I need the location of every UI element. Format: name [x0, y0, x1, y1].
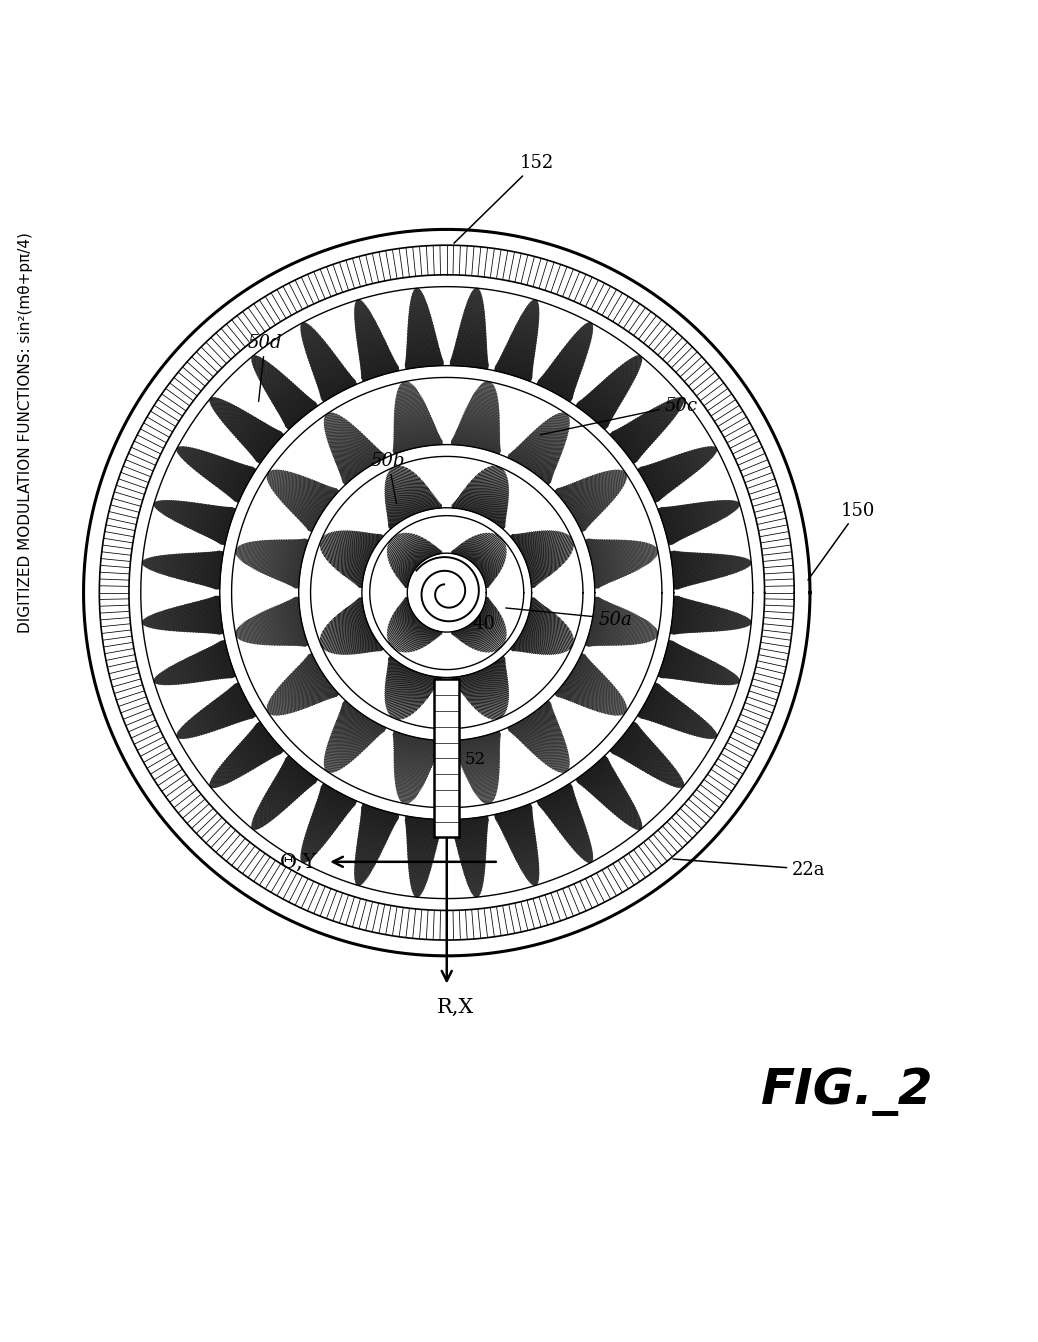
Text: 50d: 50d: [248, 334, 282, 403]
Text: 52: 52: [464, 750, 485, 768]
Text: FIG._2: FIG._2: [760, 1067, 932, 1115]
Text: 22a: 22a: [673, 859, 825, 879]
Text: R,X: R,X: [436, 997, 473, 1016]
Text: 50b: 50b: [371, 451, 405, 505]
Bar: [434, 680, 459, 837]
Text: DIGITIZED MODULATION FUNCTIONS: sin²(mθ+pπ/4): DIGITIZED MODULATION FUNCTIONS: sin²(mθ+…: [19, 232, 33, 632]
Text: 50a: 50a: [506, 608, 632, 628]
Text: 40: 40: [472, 615, 495, 633]
Text: Θ,Y: Θ,Y: [279, 852, 317, 872]
Text: 152: 152: [454, 154, 553, 244]
Text: 150: 150: [808, 502, 875, 581]
Text: 50c: 50c: [540, 396, 698, 435]
